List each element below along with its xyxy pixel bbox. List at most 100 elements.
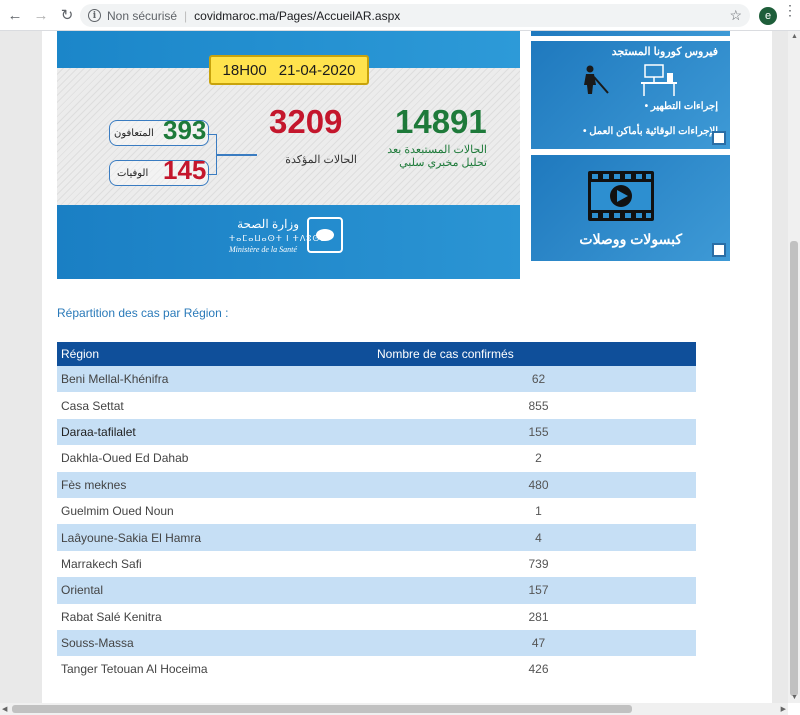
url-text[interactable]: covidmaroc.ma/Pages/AccueilAR.aspx xyxy=(194,8,401,23)
table-row: Oriental 157 xyxy=(57,577,696,604)
case-count: 1 xyxy=(377,497,696,525)
recovered-count: 393 xyxy=(163,115,207,145)
address-bar[interactable]: i Non sécurisé | covidmaroc.ma/Pages/Acc… xyxy=(80,4,750,27)
case-count: 155 xyxy=(377,418,696,446)
scroll-right-arrow-icon[interactable]: ▶ xyxy=(780,706,786,713)
horizontal-scrollbar[interactable]: ◀ ▶ xyxy=(0,703,788,715)
menu-kebab-icon[interactable]: ⋮ xyxy=(783,2,797,18)
back-icon[interactable]: ← xyxy=(7,6,23,24)
case-count: 480 xyxy=(377,471,696,498)
table-row: Fès meknes 480 xyxy=(57,471,696,498)
scroll-left-arrow-icon[interactable]: ◀ xyxy=(2,706,8,713)
browser-toolbar: ← → ↻ i Non sécurisé | covidmaroc.ma/Pag… xyxy=(0,0,800,31)
region-name: Rabat Salé Kenitra xyxy=(57,603,377,630)
ministry-name-arabic: وزارة الصحة xyxy=(237,217,299,231)
case-count: 2 xyxy=(377,445,696,472)
table-row: Casa Settat 855 xyxy=(57,392,696,419)
qr-code-icon xyxy=(712,243,726,257)
tested-negative-count: 14891 xyxy=(395,103,487,140)
workplace-desk-icon xyxy=(641,64,677,96)
deaths-label: الوفيات xyxy=(117,168,149,179)
report-date: 21-04-2020 xyxy=(278,61,356,79)
table-row: Rabat Salé Kenitra 281 xyxy=(57,603,696,630)
recovered-box xyxy=(109,120,209,146)
region-name: Fès meknes xyxy=(57,471,377,498)
confirmed-count: 3209 xyxy=(269,103,343,140)
prevention-item-workplace: الإجراءات الوقائية بأماكن العمل • xyxy=(582,126,718,137)
security-label: Non sécurisé xyxy=(107,8,178,23)
ministry-name-tifinagh: ⵜⴰⵎⴰⵡⴰⵙⵜ ⵏ ⵜⴷⵓⵙⵉ xyxy=(229,234,327,243)
case-count: 426 xyxy=(377,656,696,683)
video-play-icon xyxy=(588,171,654,221)
tested-negative-label-line1: الحالات المستبعدة بعد xyxy=(387,144,487,156)
forward-icon[interactable]: → xyxy=(33,6,49,24)
case-count: 62 xyxy=(377,366,696,393)
covid-stats-banner: 18H00 21-04-2020 14891 الحالات المستبعدة… xyxy=(57,31,520,279)
address-separator: | xyxy=(184,8,188,23)
region-name: Tanger Tetouan Al Hoceima xyxy=(57,656,377,683)
case-count: 281 xyxy=(377,603,696,630)
header-cases: Nombre de cas confirmés xyxy=(377,342,696,366)
tile-top-partial[interactable] xyxy=(531,31,730,36)
table-row: Souss-Massa 47 xyxy=(57,629,696,657)
tested-negative-label: الحالات المستبعدة بعد تحليل مخبري سلبي xyxy=(377,144,487,170)
scroll-up-arrow-icon[interactable]: ▲ xyxy=(791,33,798,40)
ministry-logo-text: وزارة الصحة ⵜⴰⵎⴰⵡⴰⵙⵜ ⵏ ⵜⴷⵓⵙⵉ Ministère d… xyxy=(229,217,327,254)
region-name: Beni Mellal-Khénifra xyxy=(57,366,377,393)
videos-tile[interactable]: كبسولات ووصلات xyxy=(531,155,730,261)
header-region: Région xyxy=(57,342,377,366)
bracket-line xyxy=(217,154,257,156)
prevention-item-disinfection: إجراءات التطهير • xyxy=(644,101,718,112)
table-header-row: Région Nombre de cas confirmés xyxy=(57,342,696,366)
horizontal-scroll-thumb[interactable] xyxy=(12,705,632,713)
vertical-scrollbar[interactable]: ▲ ▼ xyxy=(788,31,800,703)
region-name: Daraa-tafilalet xyxy=(57,418,377,446)
table-row: Laâyoune-Sakia El Hamra 4 xyxy=(57,524,696,551)
recovered-label: المتعافون xyxy=(114,128,154,139)
case-count: 739 xyxy=(377,550,696,578)
page-viewport: 18H00 21-04-2020 14891 الحالات المستبعدة… xyxy=(0,31,788,703)
banner-stats-area xyxy=(57,68,520,205)
person-cleaning-icon xyxy=(584,65,609,94)
case-count: 4 xyxy=(377,524,696,551)
table-row: Guelmim Oued Noun 1 xyxy=(57,497,696,525)
vertical-scroll-thumb[interactable] xyxy=(790,241,798,696)
page-content: 18H00 21-04-2020 14891 الحالات المستبعدة… xyxy=(42,31,772,703)
case-count: 157 xyxy=(377,577,696,604)
region-name: Oriental xyxy=(57,577,377,604)
reload-icon[interactable]: ↻ xyxy=(60,7,74,24)
prevention-tile-title: فيروس كورونا المستجد xyxy=(611,46,718,58)
case-count: 47 xyxy=(377,629,696,657)
region-name: Guelmim Oued Noun xyxy=(57,497,377,525)
deaths-count: 145 xyxy=(163,155,207,185)
info-icon[interactable]: i xyxy=(88,9,101,22)
confirmed-label: الحالات المؤكدة xyxy=(285,154,357,166)
scroll-down-arrow-icon[interactable]: ▼ xyxy=(791,694,798,701)
region-name: Marrakech Safi xyxy=(57,550,377,578)
table-row: Tanger Tetouan Al Hoceima 426 xyxy=(57,656,696,683)
region-name: Laâyoune-Sakia El Hamra xyxy=(57,524,377,551)
regions-table: Région Nombre de cas confirmés Beni Mell… xyxy=(57,342,696,683)
videos-tile-title: كبسولات ووصلات xyxy=(579,231,682,247)
date-badge: 18H00 21-04-2020 xyxy=(209,55,369,85)
case-count: 855 xyxy=(377,392,696,419)
table-row: Beni Mellal-Khénifra 62 xyxy=(57,366,696,393)
table-row: Dakhla-Oued Ed Dahab 2 xyxy=(57,445,696,472)
region-name: Dakhla-Oued Ed Dahab xyxy=(57,445,377,472)
section-title: Répartition des cas par Région : xyxy=(57,306,229,320)
prevention-tile[interactable]: فيروس كورونا المستجد إجراءات التطهير • ا… xyxy=(531,41,730,149)
table-row: Daraa-tafilalet 155 xyxy=(57,418,696,446)
profile-avatar[interactable]: e xyxy=(759,7,777,25)
ministry-logo-icon xyxy=(307,217,343,253)
tested-negative-label-line2: تحليل مخبري سلبي xyxy=(399,157,487,169)
region-name: Casa Settat xyxy=(57,392,377,419)
banner-bottom-band xyxy=(57,205,520,279)
deaths-box xyxy=(109,160,209,186)
qr-code-icon xyxy=(712,131,726,145)
bookmark-star-icon[interactable]: ☆ xyxy=(729,7,742,23)
region-name: Souss-Massa xyxy=(57,629,377,657)
table-row: Marrakech Safi 739 xyxy=(57,550,696,578)
ministry-name-french: Ministère de la Santé xyxy=(229,245,297,254)
bracket-connector xyxy=(207,134,217,175)
report-time: 18H00 xyxy=(222,61,267,79)
